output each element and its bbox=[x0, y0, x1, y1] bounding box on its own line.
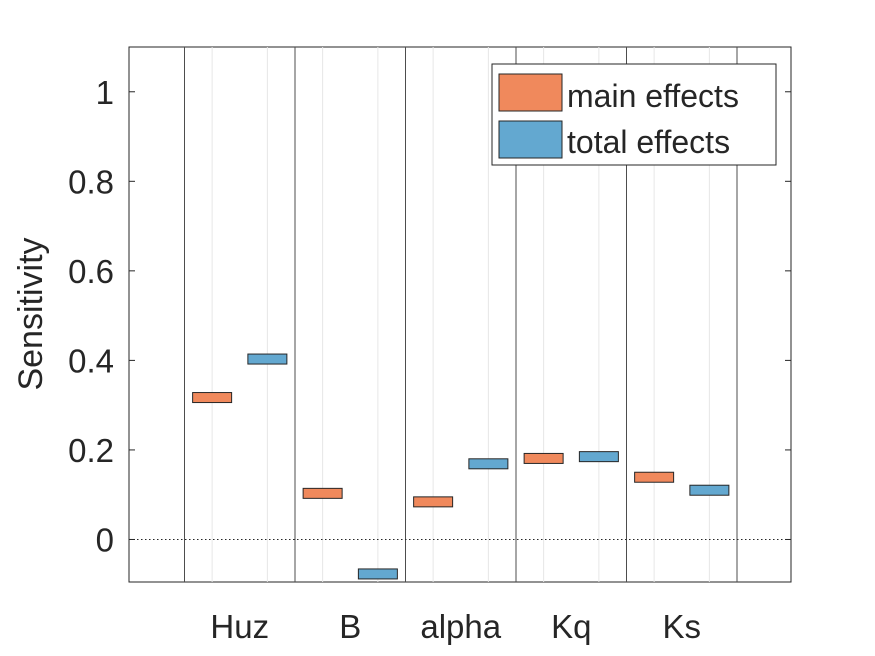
x-tick-label: Ks bbox=[662, 608, 701, 645]
x-tick-label: B bbox=[339, 608, 361, 645]
bar-total-effects-Kq bbox=[578, 451, 619, 463]
legend-swatch-total-effects bbox=[498, 120, 563, 159]
y-tick-label: 0.4 bbox=[68, 342, 114, 379]
legend: main effects total effects bbox=[491, 63, 777, 166]
legend-label-total-effects: total effects bbox=[567, 124, 730, 160]
bar-total-effects-B bbox=[357, 568, 398, 580]
y-tick-label: 0.6 bbox=[68, 253, 114, 290]
bar-main-effects-Ks bbox=[634, 471, 675, 483]
legend-swatch-main-effects bbox=[498, 73, 563, 112]
bar-total-effects-Ks bbox=[689, 484, 730, 496]
y-tick-label: 0 bbox=[96, 521, 114, 558]
y-tick-label: 1 bbox=[96, 74, 114, 111]
bar-total-effects-Huz bbox=[247, 353, 288, 365]
x-tick-label: Huz bbox=[210, 608, 269, 645]
bar-main-effects-B bbox=[302, 487, 343, 499]
bar-main-effects-alpha bbox=[413, 496, 454, 508]
x-tick-label: alpha bbox=[420, 608, 501, 645]
y-axis-label: Sensitivity bbox=[12, 237, 50, 390]
x-tick-label: Kq bbox=[551, 608, 591, 645]
legend-label-main-effects: main effects bbox=[567, 78, 739, 114]
y-tick-label: 0.2 bbox=[68, 432, 114, 469]
bar-total-effects-alpha bbox=[468, 458, 509, 470]
y-axis-ticks: 0 0.2 0.4 0.6 0.8 1 bbox=[68, 74, 791, 558]
y-tick-label: 0.8 bbox=[68, 163, 114, 200]
bars bbox=[192, 353, 730, 580]
bar-main-effects-Kq bbox=[523, 452, 564, 464]
bar-main-effects-Huz bbox=[192, 392, 233, 404]
